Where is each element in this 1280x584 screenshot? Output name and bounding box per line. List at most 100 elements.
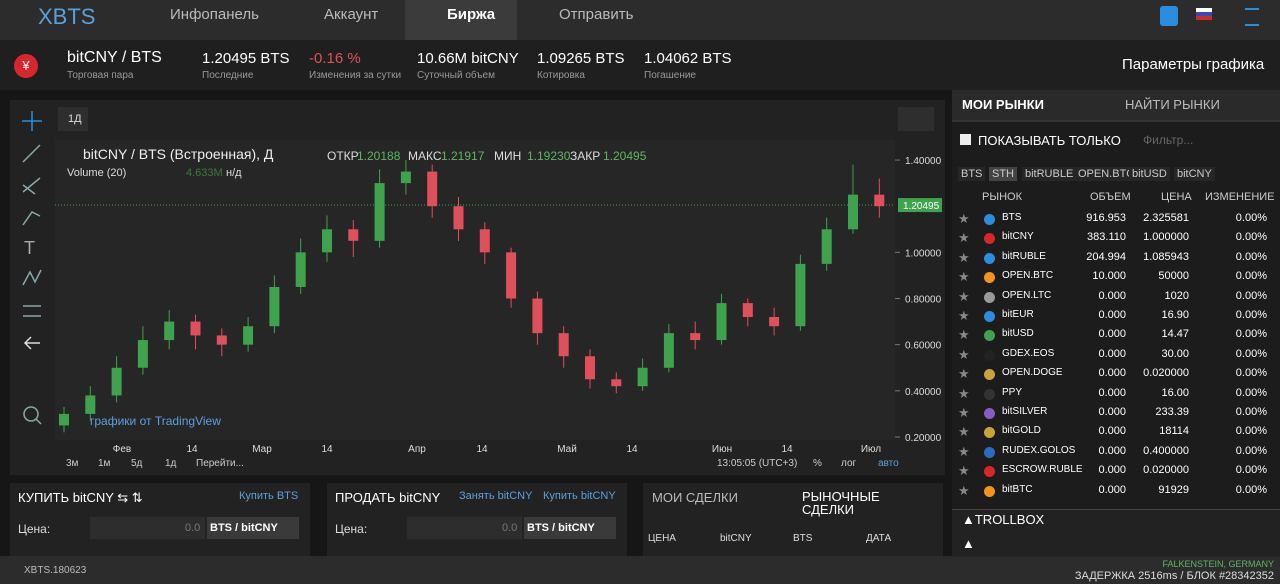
- menu-icon[interactable]: [1245, 8, 1259, 26]
- market-name[interactable]: bitGOLD: [1002, 425, 1041, 437]
- x-tick-label: 14: [321, 444, 333, 455]
- drawing-tools[interactable]: T: [22, 111, 42, 425]
- candle-body: [479, 229, 490, 253]
- market-name[interactable]: RUDEX.GOLOS: [1002, 444, 1076, 456]
- market-name[interactable]: bitBTC: [1002, 483, 1033, 495]
- range-button[interactable]: 5д: [131, 458, 143, 469]
- star[interactable]: ★: [958, 269, 970, 285]
- range-button[interactable]: 1д: [165, 458, 177, 469]
- sell-link[interactable]: Занять bitCNY: [459, 490, 533, 502]
- flag-icon[interactable]: [1196, 8, 1212, 20]
- ticker-bar: [0, 40, 1280, 90]
- market-name[interactable]: OPEN.DOGE: [1002, 367, 1063, 379]
- chart-option[interactable]: %: [813, 458, 822, 469]
- market-chip[interactable]: bitCNY: [1174, 167, 1215, 181]
- star[interactable]: ★: [958, 385, 970, 401]
- star[interactable]: ★: [958, 405, 970, 420]
- market-name[interactable]: bitRUBLE: [1002, 250, 1046, 262]
- sell-title: ПРОДАТЬ bitCNY: [335, 490, 441, 505]
- range-button[interactable]: Перейти...: [196, 458, 244, 469]
- star[interactable]: ★: [958, 424, 970, 440]
- star[interactable]: ★: [958, 288, 970, 304]
- asset-icon: [984, 427, 995, 439]
- star[interactable]: ★: [958, 327, 970, 343]
- range-button[interactable]: 3м: [66, 458, 79, 469]
- star[interactable]: ★: [958, 249, 970, 265]
- trades-column: BTS: [793, 533, 813, 544]
- filter-input[interactable]: Фильтр...: [1143, 133, 1194, 147]
- market-cell: 0.020000: [1143, 464, 1189, 477]
- star[interactable]: ★: [958, 443, 970, 459]
- market-cell: 0.00%: [1235, 309, 1267, 321]
- range-button[interactable]: 1м: [98, 458, 111, 469]
- market-name[interactable]: bitEUR: [1002, 309, 1034, 320]
- star[interactable]: ★: [958, 346, 970, 362]
- market-name[interactable]: bitSILVER: [1002, 406, 1048, 417]
- buy-link[interactable]: Купить BTS: [239, 490, 299, 502]
- nav-item[interactable]: Аккаунт: [324, 6, 379, 23]
- nav-bar: [0, 0, 1280, 40]
- last-price-label: 1.20495: [903, 201, 940, 212]
- trades-tab[interactable]: РЫНОЧНЫЕ СДЕЛКИ: [802, 489, 880, 517]
- ohlc-value: 1.21917: [441, 149, 485, 163]
- market-name[interactable]: GDEX.EOS: [1002, 347, 1055, 359]
- trades-tab[interactable]: МОИ СДЕЛКИ: [652, 490, 738, 505]
- market-tab[interactable]: НАЙТИ РЫНКИ: [1125, 97, 1220, 112]
- market-name[interactable]: OPEN.BTC: [1002, 270, 1054, 282]
- checkbox[interactable]: [960, 134, 971, 145]
- trollbox-bar: [952, 509, 1280, 557]
- market-name[interactable]: bitCNY: [1002, 231, 1034, 243]
- trollbox-toggle[interactable]: ▲: [962, 536, 975, 551]
- asset-icon: [984, 233, 995, 245]
- input-box[interactable]: [407, 517, 522, 539]
- asset-icon: [984, 369, 995, 381]
- market-cell: 0.000: [1098, 328, 1126, 341]
- lock-icon[interactable]: [1160, 6, 1178, 26]
- market-name[interactable]: bitUSD: [1002, 328, 1034, 340]
- star[interactable]: ★: [958, 230, 970, 246]
- star[interactable]: ★: [958, 463, 970, 479]
- candle-body: [322, 229, 332, 253]
- chart-option[interactable]: лог: [841, 458, 857, 469]
- market-chip[interactable]: STH: [989, 167, 1017, 181]
- chart-settings[interactable]: Параметры графика: [1122, 56, 1265, 73]
- y-tick-label: 0.40000: [905, 387, 942, 398]
- input-box[interactable]: [90, 517, 205, 539]
- nav-item[interactable]: Отправить: [559, 6, 634, 23]
- market-chip[interactable]: bitUSD: [1129, 167, 1170, 181]
- interval[interactable]: 1Д: [68, 113, 82, 125]
- price-input[interactable]: 0.0: [185, 522, 201, 534]
- market-name[interactable]: ESCROW.RUBLE: [1002, 464, 1083, 476]
- asset-icon: [984, 446, 995, 458]
- market-name[interactable]: PPY: [1002, 386, 1023, 398]
- candle-body: [190, 321, 201, 336]
- candle-body: [742, 303, 753, 317]
- toolbar-button[interactable]: [58, 107, 88, 131]
- market-name[interactable]: OPEN.LTC: [1002, 289, 1052, 301]
- market-name[interactable]: BTS: [1002, 212, 1022, 223]
- market-cell: 204.994: [1086, 250, 1126, 263]
- star[interactable]: ★: [958, 211, 970, 226]
- market-chip[interactable]: bitRUBLE: [1022, 167, 1077, 181]
- market-chip[interactable]: OPEN.BTC: [1075, 167, 1138, 181]
- star[interactable]: ★: [958, 308, 970, 323]
- credit[interactable]: графики от TradingView: [90, 414, 221, 428]
- market-chip[interactable]: BTS: [958, 167, 986, 181]
- sell-link[interactable]: Купить bitCNY: [543, 490, 616, 502]
- chart-option[interactable]: авто: [878, 458, 899, 469]
- star[interactable]: ★: [958, 482, 970, 498]
- trades-column: ЦЕНА: [648, 533, 676, 544]
- market-cell: 916.953: [1086, 212, 1126, 224]
- star[interactable]: ★: [958, 366, 970, 382]
- screenshot-button[interactable]: [898, 107, 934, 131]
- market-cell: 0.00%: [1235, 367, 1267, 380]
- trollbox-title[interactable]: ▲TROLLBOX: [962, 512, 1045, 527]
- market-tab[interactable]: МОИ РЫНКИ: [962, 97, 1044, 112]
- market-cell: 0.000: [1098, 347, 1126, 360]
- nav-item[interactable]: Инфопанель: [170, 6, 259, 23]
- price-input[interactable]: 0.0: [502, 522, 518, 534]
- market-tab-bar: [952, 90, 1280, 122]
- market-cell: 14.47: [1161, 328, 1189, 341]
- market-cell: 0.00%: [1235, 464, 1267, 477]
- nav-item[interactable]: Биржа: [447, 6, 496, 23]
